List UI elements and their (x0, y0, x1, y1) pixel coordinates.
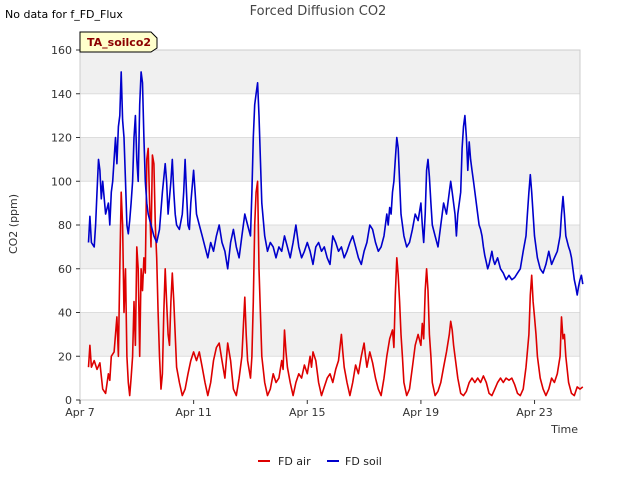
x-tick-label: Apr 19 (403, 406, 440, 419)
legend-label-fd-soil: FD soil (345, 455, 382, 468)
plot-band (80, 356, 580, 400)
plot-band (80, 312, 580, 357)
y-axis-label: CO2 (ppm) (7, 194, 20, 254)
y-tick-label: 100 (51, 175, 72, 188)
y-tick-label: 160 (51, 44, 72, 57)
x-tick-label: Apr 23 (516, 406, 553, 419)
x-axis-label: Time (550, 423, 578, 436)
x-tick-label: Apr 11 (175, 406, 212, 419)
y-tick-label: 20 (58, 350, 72, 363)
plot-band (80, 93, 580, 138)
y-axis-ticks: 0 20 40 60 80 100 120 140 160 (51, 44, 80, 407)
x-axis-ticks: Apr 7 Apr 11 Apr 15 Apr 19 Apr 23 (65, 400, 553, 419)
y-tick-label: 120 (51, 132, 72, 145)
y-tick-label: 40 (58, 307, 72, 320)
legend: FD air FD soil (258, 455, 382, 468)
legend-label-fd-air: FD air (278, 455, 311, 468)
series-line-fd-air (87, 147, 584, 397)
chart-title: Forced Diffusion CO2 (250, 4, 387, 19)
series-lines (87, 71, 584, 397)
y-tick-label: 60 (58, 263, 72, 276)
x-tick-label: Apr 15 (289, 406, 326, 419)
plot-band (80, 137, 580, 182)
badge-label: TA_soilco2 (87, 36, 151, 49)
no-data-note: No data for f_FD_Flux (5, 8, 123, 21)
badge-box (79, 31, 158, 53)
series-line-fd-soil (87, 71, 584, 296)
y-tick-label: 0 (65, 394, 72, 407)
x-tick-label: Apr 7 (65, 406, 95, 419)
plot-band (80, 50, 580, 94)
badge: TA_soilco2 (79, 31, 158, 53)
y-tick-label: 140 (51, 88, 72, 101)
y-tick-label: 80 (58, 219, 72, 232)
